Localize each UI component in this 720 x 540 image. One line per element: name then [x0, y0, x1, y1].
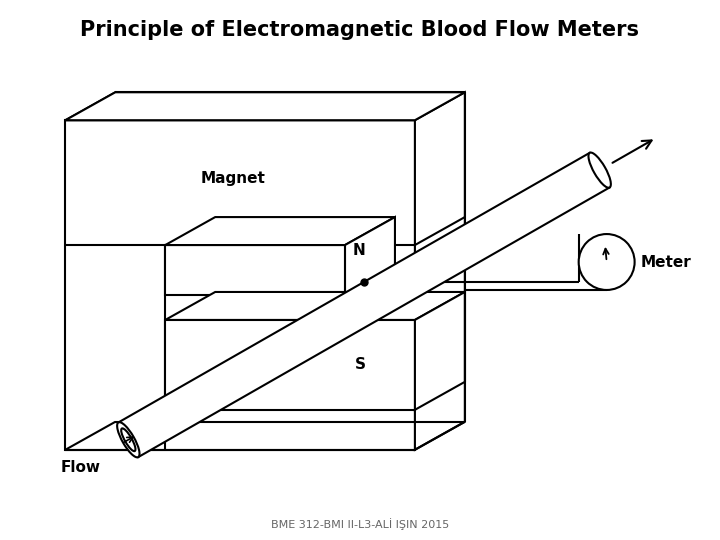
- Polygon shape: [118, 153, 610, 457]
- Text: Flow: Flow: [60, 460, 100, 475]
- Text: Magnet: Magnet: [200, 171, 265, 186]
- Circle shape: [579, 234, 634, 290]
- Polygon shape: [345, 217, 395, 295]
- Polygon shape: [166, 217, 395, 245]
- Ellipse shape: [117, 422, 140, 457]
- Text: Principle of Electromagnetic Blood Flow Meters: Principle of Electromagnetic Blood Flow …: [81, 21, 639, 40]
- Polygon shape: [66, 120, 415, 450]
- Ellipse shape: [121, 428, 135, 451]
- Ellipse shape: [588, 152, 611, 188]
- Text: S: S: [355, 357, 366, 373]
- Text: N: N: [353, 242, 366, 258]
- Polygon shape: [166, 320, 415, 410]
- Polygon shape: [166, 245, 345, 295]
- Polygon shape: [415, 292, 465, 410]
- Polygon shape: [415, 92, 465, 450]
- Text: Meter: Meter: [641, 254, 691, 269]
- Polygon shape: [66, 92, 465, 120]
- Polygon shape: [166, 292, 465, 320]
- Polygon shape: [66, 92, 465, 120]
- Text: BME 312-BMI II-L3-ALİ IŞIN 2015: BME 312-BMI II-L3-ALİ IŞIN 2015: [271, 518, 449, 530]
